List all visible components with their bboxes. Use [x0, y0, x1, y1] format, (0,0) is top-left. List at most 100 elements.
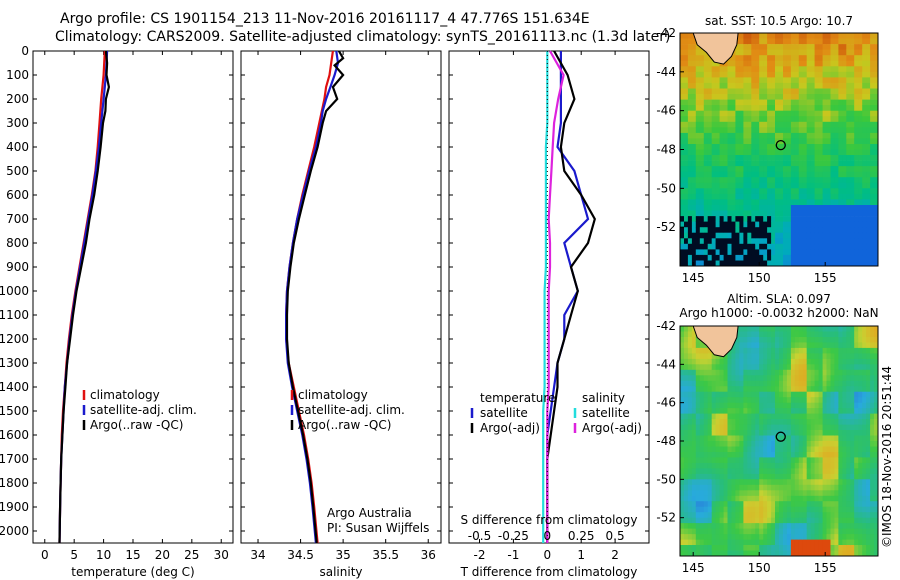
heatmap-cell [818, 347, 823, 354]
heatmap-cell [699, 413, 705, 420]
heatmap-cell [862, 49, 867, 56]
heatmap-cell [866, 484, 871, 491]
heatmap-cell [751, 232, 756, 239]
heatmap-cell [850, 490, 855, 497]
heatmap-cell [680, 249, 685, 256]
heatmap-cell [695, 419, 701, 425]
heatmap-cell [755, 523, 760, 529]
heatmap-cell [743, 457, 748, 464]
heatmap-cell [715, 386, 720, 393]
heatmap-cell [814, 138, 819, 145]
heatmap-cell [747, 495, 752, 502]
heatmap-cell [723, 501, 728, 508]
heatmap-cell [870, 441, 875, 447]
heatmap-cell [818, 232, 823, 239]
heatmap-cell [723, 479, 728, 486]
heatmap-cell [727, 457, 732, 464]
heatmap-cell [866, 539, 871, 546]
heatmap-cell [818, 88, 823, 95]
heatmap-cell [802, 138, 808, 145]
heatmap-cell [850, 232, 855, 239]
heatmap-cell [790, 479, 796, 486]
heatmap-cell [691, 193, 697, 200]
heatmap-cell [838, 462, 843, 469]
heatmap-cell [814, 468, 819, 475]
heatmap-cell [826, 243, 831, 250]
heatmap-cell [822, 380, 827, 387]
heatmap-cell [874, 517, 879, 524]
heatmap-cell [834, 435, 839, 442]
heatmap-cell [727, 88, 732, 95]
heatmap-cell [719, 66, 724, 73]
heatmap-cell [723, 199, 728, 206]
heatmap-cell [783, 249, 788, 256]
heatmap-cell [687, 110, 693, 117]
heatmap-cell [866, 353, 871, 360]
heatmap-cell [818, 457, 823, 464]
heatmap-cell [731, 82, 736, 89]
heatmap-cell [846, 435, 851, 442]
heatmap-cell [798, 391, 804, 398]
heatmap-cell [862, 369, 867, 376]
heatmap-cell [711, 99, 717, 106]
heatmap-cell [818, 210, 823, 217]
heatmap-cell [684, 199, 689, 206]
heatmap-cell [779, 408, 784, 414]
heatmap-cell [751, 534, 756, 540]
heatmap-cell [810, 358, 816, 365]
heatmap-cell [834, 205, 839, 211]
heatmap-cell [707, 408, 713, 414]
heatmap-cell [684, 435, 689, 442]
lon-tick-label: 150 [748, 271, 771, 285]
heatmap-cell [806, 243, 812, 250]
heatmap-cell [830, 77, 835, 84]
heatmap-cell [798, 44, 804, 50]
heatmap-cell [798, 116, 804, 123]
heatmap-cell [874, 424, 879, 431]
heatmap-cell [846, 517, 851, 524]
heatmap-cell [695, 66, 701, 73]
heatmap-cell [727, 171, 732, 178]
heatmap-cell [786, 545, 792, 551]
heatmap-cell [763, 512, 768, 519]
heatmap-cell [874, 408, 879, 414]
heatmap-cell [680, 94, 685, 100]
heatmap-cell [779, 413, 784, 420]
heatmap-cell [798, 457, 804, 464]
heatmap-cell [802, 227, 808, 234]
heatmap-cell [755, 369, 760, 376]
heatmap-cell [794, 260, 800, 267]
heatmap-cell [854, 227, 859, 234]
heatmap-cell [870, 490, 875, 497]
heatmap-cell [759, 232, 764, 239]
heatmap-cell [842, 105, 847, 111]
heatmap-cell [858, 254, 863, 261]
heatmap-cell [775, 484, 780, 491]
heatmap-cell [684, 160, 689, 167]
heatmap-cell [727, 364, 732, 371]
heatmap-cell [719, 77, 724, 84]
heatmap-cell [703, 82, 709, 89]
heatmap-cell [834, 249, 839, 256]
heatmap-cell [715, 210, 720, 217]
heatmap-cell [838, 238, 843, 245]
heatmap-cell [763, 254, 768, 261]
heatmap-cell [818, 33, 823, 39]
heatmap-cell [684, 517, 689, 524]
heatmap-cell [830, 550, 835, 557]
heatmap-cell [715, 408, 720, 414]
heatmap-cell [826, 188, 831, 195]
heatmap-cell [759, 205, 764, 211]
heatmap-cell [874, 342, 879, 349]
heatmap-cell [842, 82, 847, 89]
heatmap-cell [731, 457, 736, 464]
heatmap-cell [763, 435, 768, 442]
heatmap-cell [850, 375, 855, 382]
heatmap-cell [699, 71, 705, 78]
depth-tick-label: 0 [21, 44, 29, 58]
heatmap-cell [763, 188, 768, 195]
heatmap-cell [826, 326, 831, 332]
heatmap-cell [846, 397, 851, 404]
heatmap-cell [798, 49, 804, 56]
heatmap-cell [834, 353, 839, 360]
